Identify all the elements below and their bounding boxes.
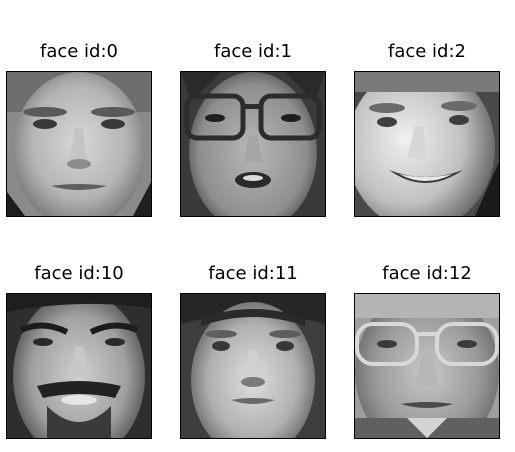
face-image-1 [180, 71, 326, 217]
face-photo-2-icon [355, 72, 499, 216]
face-title-2: face id:2 [387, 41, 466, 62]
face-title-12: face id:12 [382, 263, 472, 284]
face-image-12 [354, 293, 500, 439]
face-image-11 [180, 293, 326, 439]
face-image-2 [354, 71, 500, 217]
face-photo-1-icon [181, 72, 325, 216]
face-title-11: face id:11 [208, 263, 298, 284]
face-image-10 [6, 293, 152, 439]
face-photo-10-icon [7, 294, 151, 438]
face-photo-0-icon [7, 72, 151, 216]
face-title-0: face id:0 [39, 41, 118, 62]
face-title-1: face id:1 [213, 41, 292, 62]
face-title-10: face id:10 [34, 263, 124, 284]
face-image-0 [6, 71, 152, 217]
face-photo-11-icon [181, 294, 325, 438]
face-photo-12-icon [355, 294, 499, 438]
